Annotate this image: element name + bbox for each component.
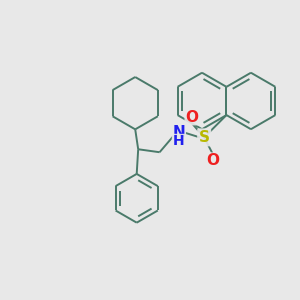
Text: N: N [172, 125, 185, 140]
Text: O: O [207, 153, 220, 168]
Text: H: H [173, 134, 185, 148]
Text: S: S [199, 130, 210, 145]
Text: O: O [185, 110, 198, 125]
